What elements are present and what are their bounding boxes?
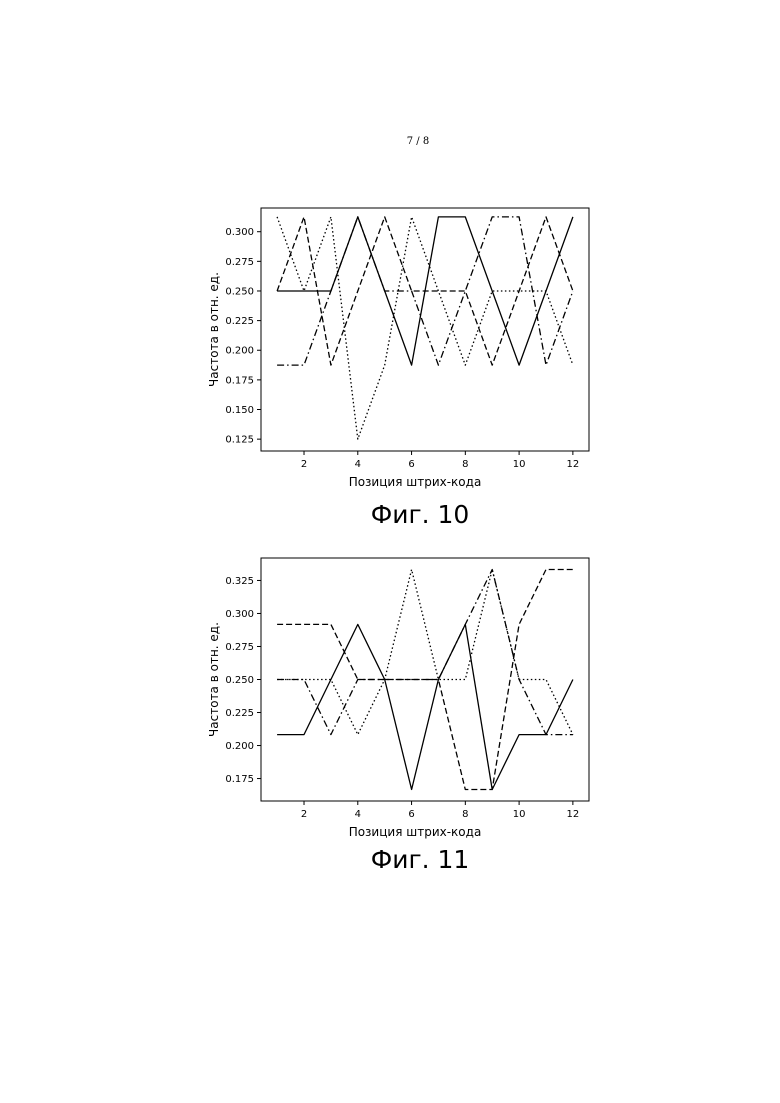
line-chart-fig-10: 2 4 6 8 10 12 0.125 0.150 0.175 0.200 0.225 0.250 0.… xyxy=(0,190,780,500)
x-tick-label: 8 xyxy=(462,809,468,820)
y-tick-label: 0.275 xyxy=(225,642,254,653)
x-tick-label: 4 xyxy=(355,459,361,470)
y-axis-label: Частота в отн. ед. xyxy=(207,272,221,387)
x-tick-label: 8 xyxy=(462,459,468,470)
x-tick-label: 4 xyxy=(355,809,361,820)
x-tick-label: 12 xyxy=(567,809,580,820)
y-axis-label: Частота в отн. ед. xyxy=(207,622,221,737)
y-tick-label: 0.150 xyxy=(225,405,254,416)
x-tick-label: 2 xyxy=(301,809,307,820)
y-tick-label: 0.200 xyxy=(225,741,254,752)
series-line-dashdot xyxy=(277,570,573,735)
y-tick-label: 0.325 xyxy=(225,576,254,587)
x-axis-label: Позиция штрих-кода xyxy=(349,475,482,489)
x-tick-label: 12 xyxy=(567,459,580,470)
y-tick-label: 0.175 xyxy=(225,375,254,386)
y-tick-label: 0.200 xyxy=(225,346,254,357)
series-line-dotted xyxy=(277,570,573,735)
figure-caption: Фиг. 11 xyxy=(0,845,780,874)
y-tick-label: 0.300 xyxy=(225,609,254,620)
x-tick-label: 6 xyxy=(408,809,414,820)
y-tick-label: 0.250 xyxy=(225,675,254,686)
y-tick-label: 0.225 xyxy=(225,708,254,719)
y-tick-label: 0.250 xyxy=(225,286,254,297)
y-tick-label: 0.125 xyxy=(225,435,254,446)
x-tick-label: 6 xyxy=(408,459,414,470)
figure-caption: Фиг. 10 xyxy=(0,500,780,529)
y-tick-label: 0.175 xyxy=(225,774,254,785)
line-chart-fig-11: 2 4 6 8 10 12 0.175 0.200 0.225 0.250 0.275 0.300 0.… xyxy=(0,540,780,850)
y-tick-label: 0.300 xyxy=(225,227,254,238)
x-tick-label: 10 xyxy=(513,809,526,820)
page-number: 7 / 8 xyxy=(0,136,780,147)
y-tick-label: 0.225 xyxy=(225,316,254,327)
x-tick-label: 10 xyxy=(513,459,526,470)
y-tick-label: 0.275 xyxy=(225,257,254,268)
x-axis-label: Позиция штрих-кода xyxy=(349,825,482,839)
x-tick-label: 2 xyxy=(301,459,307,470)
series-line-solid xyxy=(277,624,573,789)
